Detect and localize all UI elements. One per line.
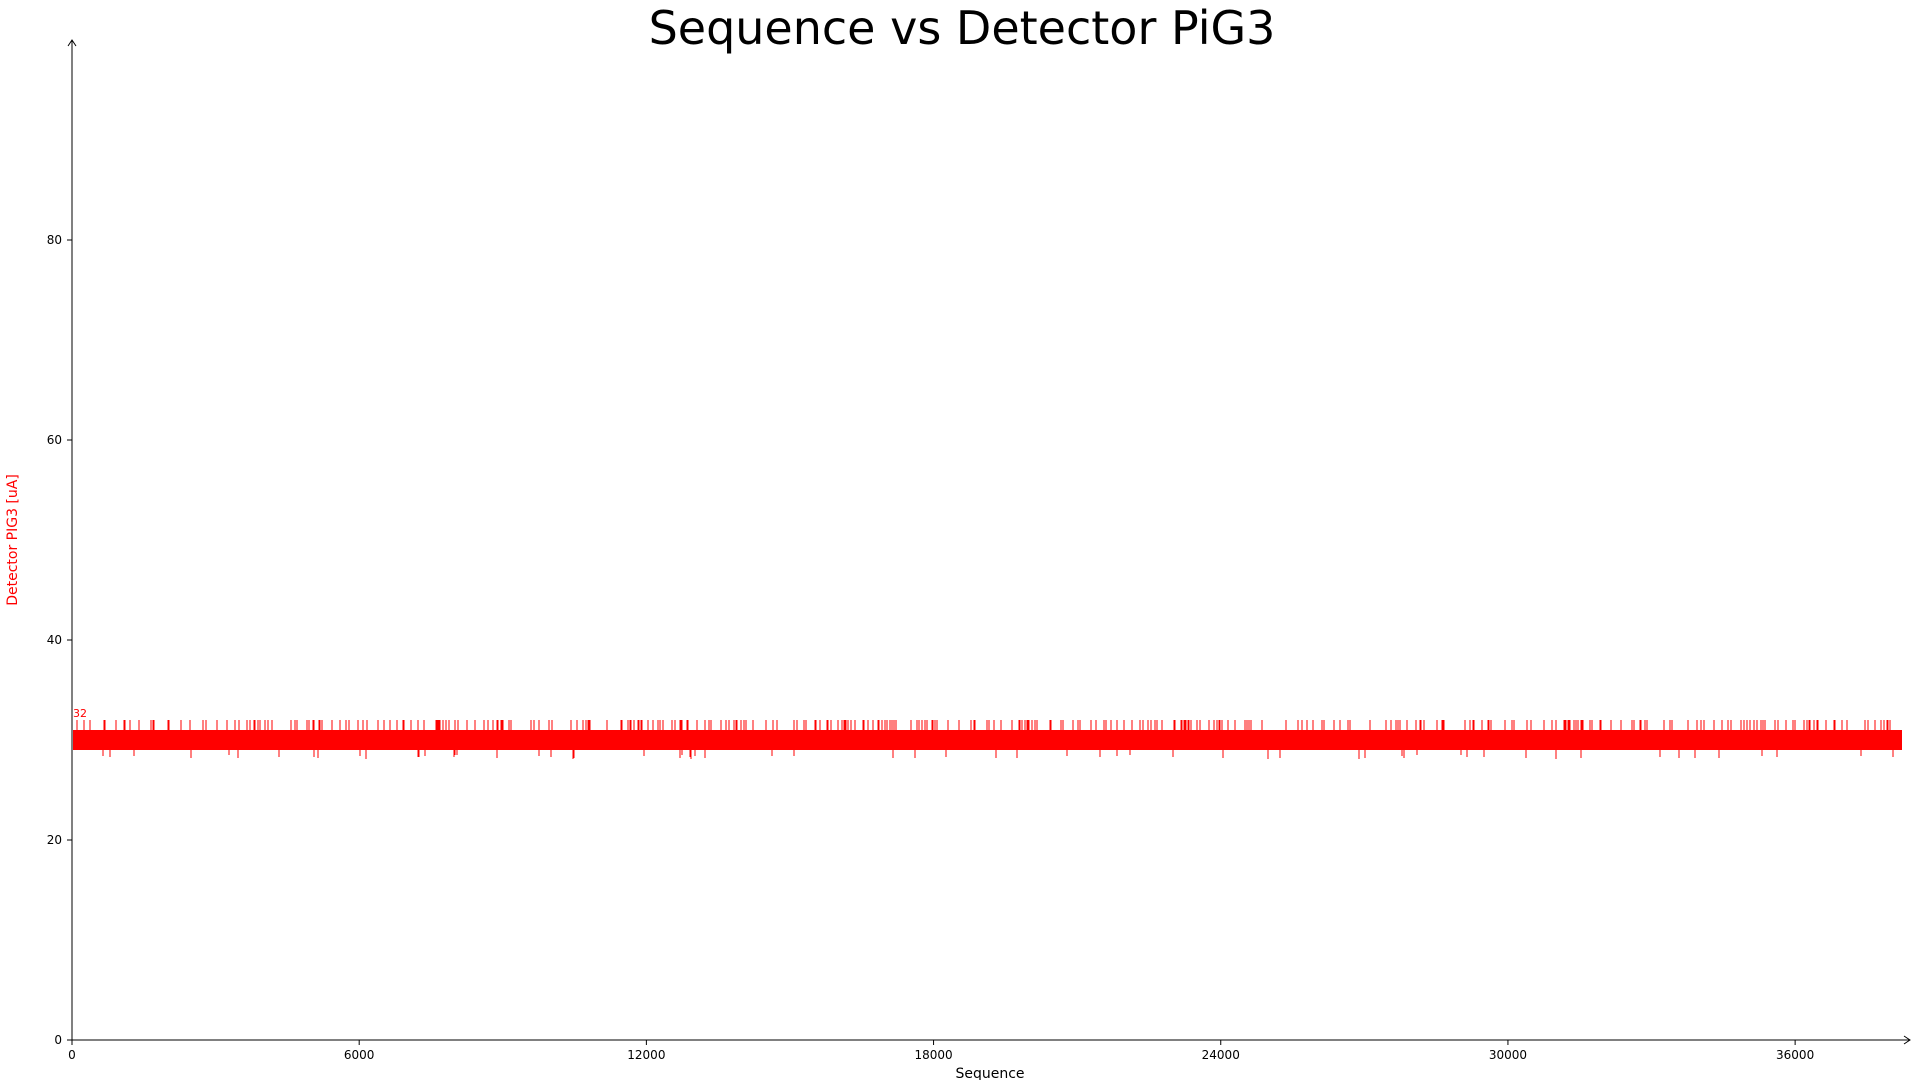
chart-title: Sequence vs Detector PiG3 <box>649 1 1276 55</box>
x-ticks: 0 6000 12000 18000 24000 30000 36000 <box>68 1040 1814 1062</box>
x-tick-label: 18000 <box>914 1048 952 1062</box>
series-band <box>73 730 1902 750</box>
series-0 <box>73 720 1902 759</box>
y-axis-arrow <box>67 39 77 47</box>
y-tick-label: 60 <box>47 433 62 447</box>
x-axis-title: Sequence <box>955 1066 1024 1080</box>
y-tick-label: 40 <box>47 633 62 647</box>
x-tick-label: 0 <box>68 1048 76 1062</box>
plot-area: 32 <box>73 707 1902 759</box>
x-tick-label: 24000 <box>1202 1048 1240 1062</box>
y-tick-label: 20 <box>47 833 62 847</box>
y-tick-label: 80 <box>47 233 62 247</box>
y-tick-label: 0 <box>54 1033 62 1047</box>
x-tick-label: 36000 <box>1776 1048 1814 1062</box>
x-axis-arrow <box>1903 1035 1911 1045</box>
x-tick-label: 12000 <box>627 1048 665 1062</box>
axes <box>67 39 1911 1045</box>
y-axis-title: Detector PIG3 [uA] <box>5 474 21 606</box>
x-tick-label: 30000 <box>1489 1048 1527 1062</box>
y-ticks: 0 20 40 60 80 <box>47 233 72 1047</box>
max-value-label: 32 <box>73 707 87 720</box>
x-tick-label: 6000 <box>344 1048 375 1062</box>
series-spikes <box>76 720 1894 759</box>
